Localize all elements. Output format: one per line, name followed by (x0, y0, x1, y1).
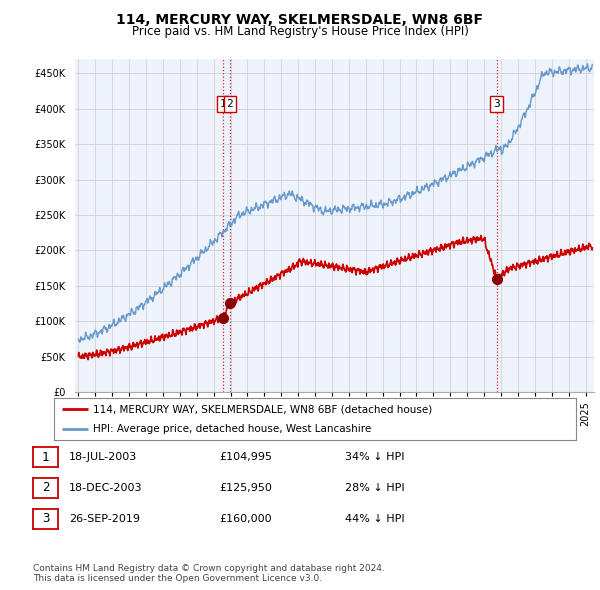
Text: 26-SEP-2019: 26-SEP-2019 (69, 514, 140, 523)
Text: Price paid vs. HM Land Registry's House Price Index (HPI): Price paid vs. HM Land Registry's House … (131, 25, 469, 38)
Text: 3: 3 (42, 512, 49, 525)
Text: 18-DEC-2003: 18-DEC-2003 (69, 483, 143, 493)
Text: 114, MERCURY WAY, SKELMERSDALE, WN8 6BF (detached house): 114, MERCURY WAY, SKELMERSDALE, WN8 6BF … (93, 404, 433, 414)
Text: 1: 1 (42, 451, 49, 464)
Text: 44% ↓ HPI: 44% ↓ HPI (345, 514, 404, 523)
Text: 2: 2 (42, 481, 49, 494)
Text: 1: 1 (220, 99, 226, 109)
Text: 3: 3 (493, 99, 500, 109)
Text: HPI: Average price, detached house, West Lancashire: HPI: Average price, detached house, West… (93, 424, 371, 434)
Text: 2: 2 (226, 99, 233, 109)
Text: £125,950: £125,950 (219, 483, 272, 493)
Text: £104,995: £104,995 (219, 453, 272, 462)
Text: £160,000: £160,000 (219, 514, 272, 523)
Text: 18-JUL-2003: 18-JUL-2003 (69, 453, 137, 462)
Text: 34% ↓ HPI: 34% ↓ HPI (345, 453, 404, 462)
Text: 114, MERCURY WAY, SKELMERSDALE, WN8 6BF: 114, MERCURY WAY, SKELMERSDALE, WN8 6BF (116, 13, 484, 27)
Text: 28% ↓ HPI: 28% ↓ HPI (345, 483, 404, 493)
Text: Contains HM Land Registry data © Crown copyright and database right 2024.
This d: Contains HM Land Registry data © Crown c… (33, 563, 385, 583)
